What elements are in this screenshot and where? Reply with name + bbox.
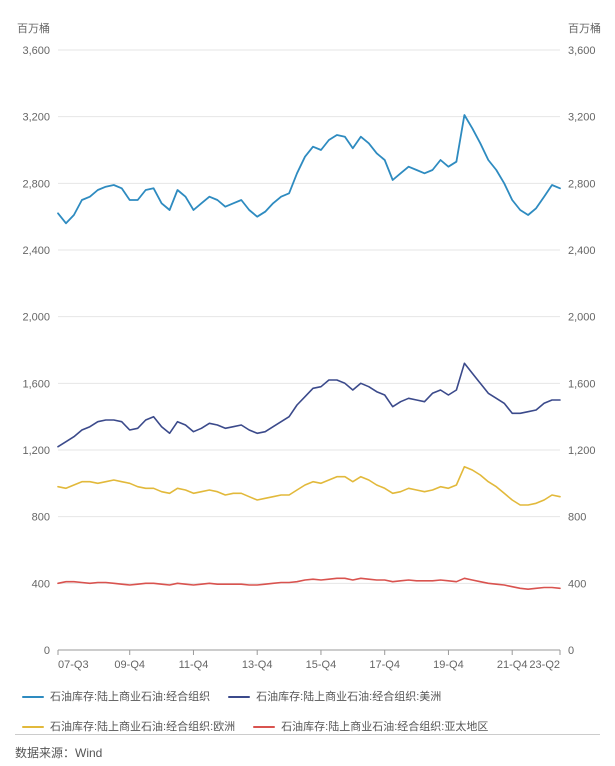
y-tick-left: 2,400 — [22, 245, 50, 257]
legend-row: 石油库存:陆上商业石油:经合组织石油库存:陆上商业石油:经合组织:美洲石油库存:… — [22, 688, 593, 736]
line-chart: 0 0 400 400 800 800 1,200 1,200 1,600 1,600 2,000 2… — [0, 0, 615, 680]
legend-swatch — [22, 726, 44, 728]
legend: 石油库存:陆上商业石油:经合组织石油库存:陆上商业石油:经合组织:美洲石油库存:… — [22, 688, 593, 736]
legend-item: 石油库存:陆上商业石油:经合组织 — [22, 688, 210, 706]
legend-label: 石油库存:陆上商业石油:经合组织 — [50, 688, 210, 706]
chart-container: 0 0 400 400 800 800 1,200 1,200 1,600 1,600 2,000 2… — [0, 0, 615, 685]
x-tick-label: 09-Q4 — [114, 659, 145, 671]
x-tick-label: 19-Q4 — [433, 659, 464, 671]
y-tick-left: 3,600 — [22, 45, 50, 57]
x-tick-label: 15-Q4 — [306, 659, 337, 671]
y-tick-right: 2,000 — [568, 312, 596, 324]
legend-swatch — [22, 696, 44, 698]
y-tick-right: 0 — [568, 645, 574, 657]
legend-item: 石油库存:陆上商业石油:经合组织:美洲 — [228, 688, 441, 706]
x-tick-label: 23-Q2 — [529, 659, 560, 671]
x-tick-label: 17-Q4 — [369, 659, 400, 671]
y-tick-left: 800 — [32, 512, 50, 524]
y-tick-right: 400 — [568, 578, 586, 590]
y-unit-left: 百万桶 — [17, 21, 50, 35]
y-tick-left: 2,000 — [22, 312, 50, 324]
y-tick-left: 1,600 — [22, 378, 50, 390]
y-tick-right: 1,200 — [568, 445, 596, 457]
legend-swatch — [253, 726, 275, 728]
source-label: 数据来源：Wind — [15, 744, 102, 761]
x-tick-label: 11-Q4 — [179, 659, 209, 671]
y-tick-left: 400 — [32, 578, 50, 590]
y-tick-right: 3,600 — [568, 45, 596, 57]
y-unit-right: 百万桶 — [568, 21, 601, 35]
y-tick-left: 3,200 — [22, 112, 50, 124]
x-tick-label: 07-Q3 — [58, 659, 89, 671]
x-tick-label: 21-Q4 — [497, 659, 528, 671]
separator — [15, 734, 600, 735]
legend-label: 石油库存:陆上商业石油:经合组织:美洲 — [256, 688, 441, 706]
x-tick-label: 13-Q4 — [242, 659, 273, 671]
legend-swatch — [228, 696, 250, 698]
y-tick-right: 3,200 — [568, 112, 596, 124]
y-tick-right: 2,800 — [568, 178, 596, 190]
y-tick-right: 2,400 — [568, 245, 596, 257]
y-tick-right: 800 — [568, 512, 586, 524]
y-tick-left: 2,800 — [22, 178, 50, 190]
y-tick-right: 1,600 — [568, 378, 596, 390]
y-tick-left: 1,200 — [22, 445, 50, 457]
y-tick-left: 0 — [44, 645, 50, 657]
page: 0 0 400 400 800 800 1,200 1,200 1,600 1,600 2,000 2… — [0, 0, 615, 766]
